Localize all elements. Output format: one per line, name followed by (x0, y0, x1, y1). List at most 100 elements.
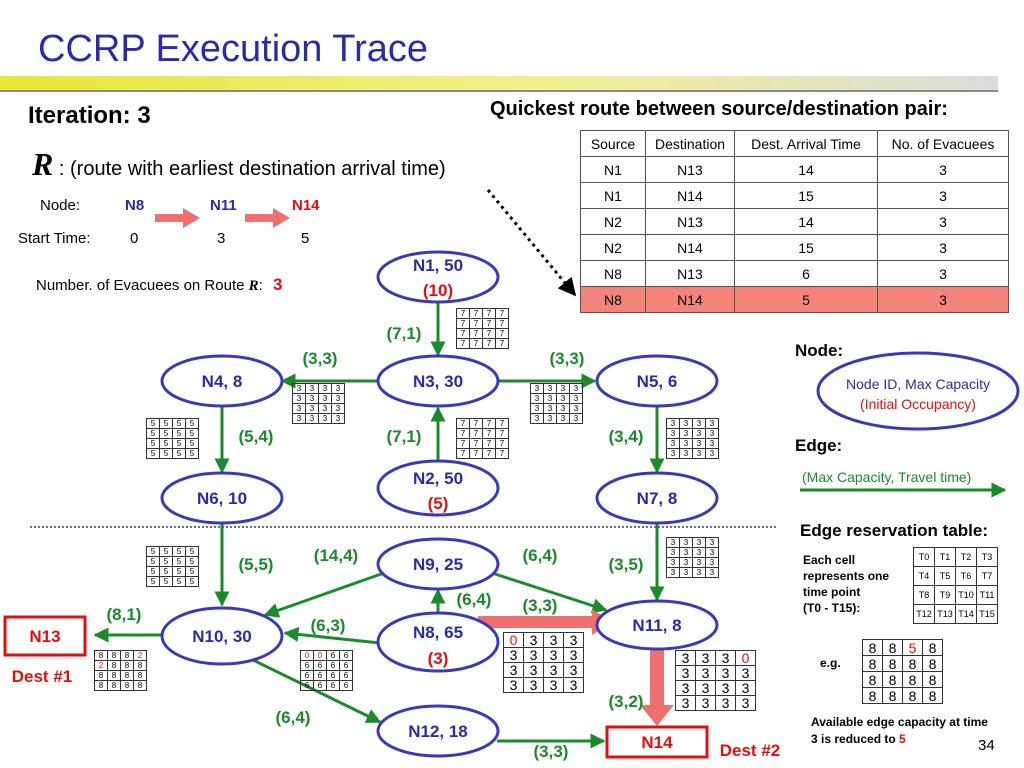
node-n14-label: N14 (641, 733, 673, 752)
table-row: N1 N14 15 3 (580, 182, 1009, 209)
quickest-route-title: Quickest route between source/destinatio… (490, 98, 948, 120)
node-n7-label: N7, 8 (637, 489, 678, 508)
node-n11 (595, 599, 719, 651)
table-header-row: Source Destination Dest. Arrival Time No… (580, 130, 1009, 157)
route-definition: R : (route with earliest destination arr… (32, 146, 446, 183)
node-n9 (376, 537, 500, 591)
legend-node-line2: (Initial Occupancy) (860, 396, 976, 412)
route-node-1: N8 (125, 197, 145, 214)
legend-edge-title: Edge: (795, 436, 843, 455)
table-row: N2 N13 14 3 (580, 208, 1009, 235)
node-n10-label: N10, 30 (192, 627, 252, 646)
page-number: 34 (978, 737, 995, 754)
node-n12-label: N12, 18 (408, 722, 468, 741)
node-n10 (160, 606, 284, 666)
node-n13-dest: Dest #1 (12, 667, 72, 686)
node-n8-label: N8, 65 (413, 623, 463, 642)
edge-label-n11-n14: (3,2) (609, 692, 644, 711)
edge-label-n8-n11: (3,3) (523, 596, 558, 615)
edge-n8-n10 (283, 626, 381, 645)
route-arrow-icon (155, 208, 290, 228)
node-n5-label: N5, 6 (637, 372, 678, 391)
route-colon: : (53, 158, 71, 180)
iteration-label: Iteration: 3 (28, 102, 151, 129)
node-n2-occupancy: (5) (428, 494, 449, 513)
legend-ert-title: Edge reservation table: (800, 521, 989, 540)
route-symbol: R (32, 146, 54, 182)
legend-node-line1: Node ID, Max Capacity (846, 376, 990, 392)
node-n1 (376, 250, 500, 304)
node-n8-occupancy: (3) (428, 649, 449, 668)
route-node-2: N11 (210, 197, 237, 214)
table-row-highlighted: N8 N14 5 3 (580, 286, 1009, 313)
route-node-3: N14 (292, 197, 320, 214)
node-n4-label: N4, 8 (202, 372, 243, 391)
node-n6-label: N6, 10 (197, 489, 247, 508)
legend-node-title: Node: (795, 341, 844, 360)
evacuees-on-route: Number. of Evacuees on Route R: 3 (36, 275, 283, 294)
legend-node-ellipse (816, 351, 1020, 431)
legend-each-cell: Each cell represents one time point (T0 … (803, 553, 890, 615)
pointer-arrow (486, 189, 577, 297)
node-n7 (595, 471, 719, 525)
legend-time-reference-table: T0 T1 T2 T3 T4 T5 T6 T7 T8 T9 T10 T11 T12 T13 T14 T1… (913, 547, 998, 624)
route-time-1: 0 (130, 230, 139, 247)
table-row: N2 N14 15 3 (580, 234, 1009, 261)
node-n13 (3, 615, 87, 657)
node-n3 (376, 354, 500, 408)
title-rule (0, 76, 998, 92)
node-n8 (376, 611, 500, 673)
col-header: Destination (645, 130, 735, 157)
route-start-label: Start Time: (18, 230, 91, 247)
node-n12 (376, 704, 500, 758)
node-n1-label: N1, 50 (413, 256, 463, 275)
legend-edge-text: (Max Capacity, Travel time) (802, 469, 972, 485)
route-node-label: Node: (40, 197, 81, 214)
node-n2 (376, 459, 500, 517)
edge-label-n10-n13: (8,1) (107, 605, 142, 624)
edge-label-n9-n11: (6,4) (523, 546, 558, 565)
route-time-3: 5 (301, 230, 310, 247)
node-n9-label: N9, 25 (413, 555, 463, 574)
node-n14 (605, 725, 709, 759)
edge-label-n8-n10: (6,3) (311, 616, 346, 635)
edge-label-n12-n14: (3,3) (534, 742, 569, 761)
node-n1-occupancy: (10) (423, 281, 453, 300)
legend-available-note: Available edge capacity at time 3 is red… (811, 715, 988, 746)
edge-label-n3-n4: (3,3) (303, 349, 338, 368)
edge-label-n5-n7: (3,4) (609, 427, 644, 446)
edge-label-n1-n3: (7,1) (387, 324, 422, 343)
edge-label-n4-n6: (5,4) (239, 427, 274, 446)
quickest-route-table: Source Destination Dest. Arrival Time No… (580, 130, 1009, 313)
edge-label-n8-n9: (6,4) (457, 590, 492, 609)
edge-label-n10-n12: (6,4) (276, 708, 311, 727)
node-n13-label: N13 (29, 627, 60, 646)
route-description: (route with earliest destination arrival… (70, 158, 446, 180)
edge-label-n9-n10: (14,4) (314, 546, 358, 565)
node-n14-dest: Dest #2 (720, 741, 780, 760)
edge-label-n2-n3: (7,1) (387, 427, 422, 446)
route-time-2: 3 (217, 230, 226, 247)
node-n3-label: N3, 30 (413, 372, 463, 391)
route-highlight-arrow (478, 609, 674, 726)
legend-eg-label: e.g. (820, 656, 841, 670)
col-header: No. of Evacuees (877, 130, 1009, 157)
slide-title: CCRP Execution Trace (38, 28, 429, 70)
edge-n10-n12 (252, 658, 382, 724)
evacuees-value: 3 (272, 275, 283, 294)
edge-label-n7-n11: (3,5) (609, 555, 644, 574)
node-n11-label: N11, 8 (632, 616, 681, 635)
edge-n9-n11 (491, 571, 608, 613)
node-n2-label: N2, 50 (413, 469, 463, 488)
